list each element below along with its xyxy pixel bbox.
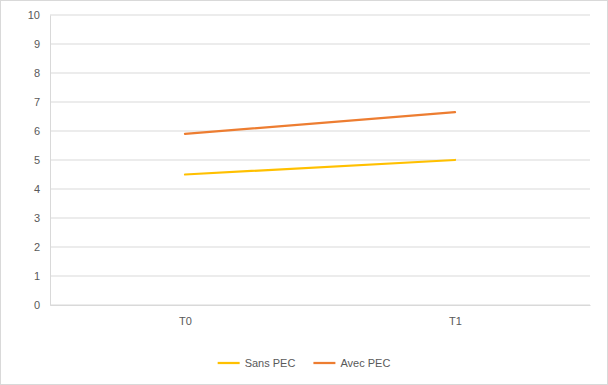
x-tick-label: T1 [449,315,462,327]
chart-frame [1,1,608,385]
series-line [185,160,455,175]
plot-area [185,112,455,174]
legend: Sans PEC Avec PEC [218,357,391,369]
y-tick-label: 7 [34,96,40,108]
grid-line [50,305,590,306]
x-tick-label: T0 [179,315,192,327]
grid [50,15,590,305]
y-tick-label: 5 [34,154,40,166]
y-axis-line [50,16,51,306]
y-tick: 2 [34,241,50,253]
series-line [185,112,455,134]
y-tick-label: 0 [34,299,40,311]
y-tick: 4 [34,183,50,195]
y-tick-label: 3 [34,212,40,224]
legend-label: Sans PEC [245,357,296,369]
legend-item: Sans PEC [218,357,296,369]
grid-line [50,218,590,219]
grid-line [50,160,590,161]
grid-line [50,15,590,16]
y-tick: 5 [34,154,50,166]
y-axis: 0 1 2 3 4 5 6 7 8 9 10 [28,9,51,311]
y-tick: 0 [34,299,50,311]
grid-line [50,73,590,74]
legend-item: Avec PEC [313,357,390,369]
y-tick: 7 [34,96,50,108]
y-tick-label: 8 [34,67,40,79]
grid-line [50,102,590,103]
y-tick: 6 [34,125,50,137]
chart: 0 1 2 3 4 5 6 7 8 9 10 T0 T1 Sans PEC Avec PEC [0,0,608,385]
x-tick: T0 [179,305,192,327]
x-tick: T1 [449,305,462,327]
y-tick-label: 4 [34,183,40,195]
grid-line [50,247,590,248]
y-tick: 9 [34,38,50,50]
legend-swatch [218,362,240,364]
x-axis: T0 T1 [51,305,591,327]
legend-swatch [313,362,335,364]
y-tick: 3 [34,212,50,224]
y-tick: 8 [34,67,50,79]
y-tick: 1 [34,270,50,282]
x-axis-line [51,305,591,306]
y-tick-label: 2 [34,241,40,253]
grid-line [50,189,590,190]
y-tick-label: 6 [34,125,40,137]
y-tick-label: 9 [34,38,40,50]
grid-line [50,44,590,45]
legend-label: Avec PEC [340,357,390,369]
y-tick: 10 [28,9,50,21]
grid-line [50,276,590,277]
y-tick-label: 1 [34,270,40,282]
grid-line [50,131,590,132]
y-tick-label: 10 [28,9,40,21]
